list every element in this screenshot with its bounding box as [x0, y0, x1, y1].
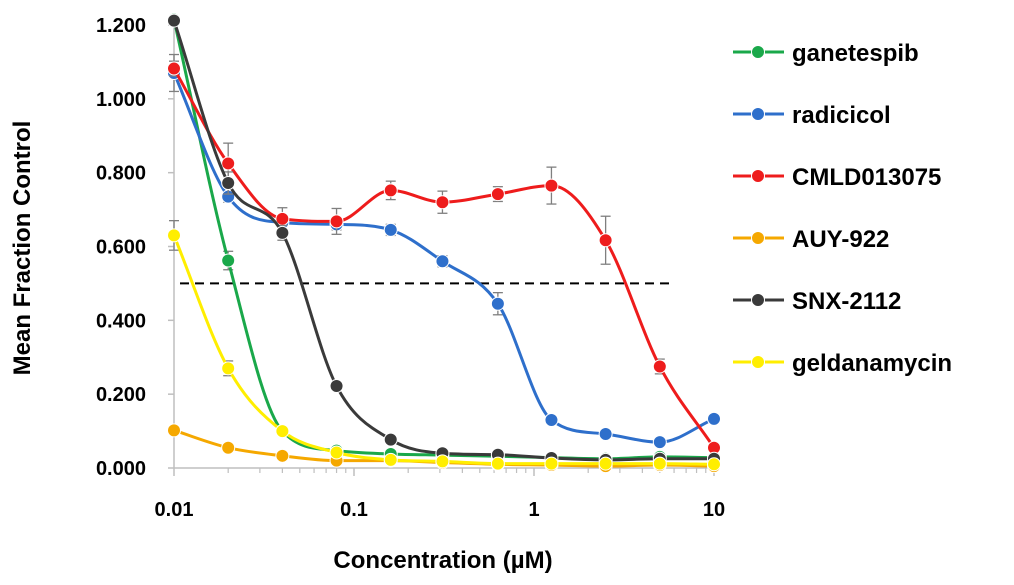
legend-item: AUY-922 — [733, 226, 889, 253]
y-tick-label: 0.200 — [96, 384, 146, 406]
data-point — [652, 359, 667, 374]
data-point — [383, 432, 398, 447]
data-point — [598, 427, 613, 442]
data-point — [221, 253, 236, 268]
y-tick-label: 1.000 — [96, 89, 146, 111]
legend-label: ganetespib — [792, 40, 919, 67]
legend-label: SNX-2112 — [792, 288, 901, 315]
y-tick-label: 1.200 — [96, 15, 146, 37]
legend: ganetespib radicicol CMLD013075 AUY-922 SNX-… — [733, 40, 952, 377]
data-point — [329, 379, 344, 394]
legend-item: radicicol — [733, 102, 891, 129]
legend-item: SNX-2112 — [733, 288, 901, 315]
data-point — [490, 296, 505, 311]
series-cmld013075 — [167, 60, 721, 455]
y-tick-label: 0.600 — [96, 237, 146, 259]
data-point — [167, 228, 181, 243]
legend-label: AUY-922 — [792, 226, 889, 253]
data-point — [707, 457, 721, 472]
data-point — [544, 178, 559, 193]
legend-item: ganetespib — [733, 40, 919, 67]
data-point — [221, 176, 236, 191]
series-line — [172, 234, 715, 466]
y-tick-label: 0.800 — [96, 163, 146, 185]
legend-item: CMLD013075 — [733, 164, 941, 191]
data-point — [652, 456, 667, 471]
x-tick-label: 0.01 — [155, 499, 194, 521]
data-point — [598, 233, 613, 248]
y-tick-label: 0.400 — [96, 310, 146, 332]
legend-marker — [751, 231, 765, 245]
x-tick-label: 0.1 — [340, 499, 368, 521]
data-point — [167, 13, 181, 28]
data-point — [544, 413, 559, 428]
data-point — [435, 454, 450, 469]
series-geldanamycin — [167, 220, 721, 472]
data-point — [544, 456, 559, 471]
data-point — [435, 254, 450, 269]
data-point — [383, 452, 398, 467]
data-point — [221, 440, 236, 455]
axes: 0.000 0.200 0.400 0.600 0.800 1.000 1.200 0.01 0… — [96, 15, 725, 521]
series-radicicol — [167, 53, 721, 450]
data-point — [167, 423, 181, 438]
x-tick-label: 10 — [703, 499, 725, 521]
legend-marker — [751, 45, 765, 59]
data-point — [435, 195, 450, 210]
data-point — [275, 424, 290, 439]
data-point — [167, 61, 181, 76]
data-point — [383, 222, 398, 237]
legend-marker — [751, 293, 765, 307]
legend-label: radicicol — [792, 102, 891, 129]
y-tick-label: 0.000 — [96, 458, 146, 480]
x-axis-title: Concentration (µM) — [333, 547, 552, 574]
x-tick-label: 1 — [528, 499, 539, 521]
y-axis-title: Mean Fraction Control — [9, 121, 36, 376]
data-point — [221, 156, 236, 171]
series-line — [172, 20, 714, 462]
plot-area — [167, 12, 721, 474]
legend-marker — [751, 107, 765, 121]
data-point — [329, 445, 344, 460]
data-point — [329, 214, 344, 229]
legend-marker — [751, 355, 765, 369]
legend-item: geldanamycin — [733, 350, 952, 377]
data-point — [490, 187, 505, 202]
legend-marker — [751, 169, 765, 183]
data-point — [221, 361, 236, 376]
data-point — [707, 411, 721, 426]
data-point — [490, 456, 505, 471]
data-point — [598, 456, 613, 471]
series-ganetespib — [167, 12, 721, 466]
series-snx-2112 — [167, 13, 721, 467]
data-point — [383, 183, 398, 198]
series-line — [172, 19, 715, 461]
legend-label: geldanamycin — [792, 350, 952, 377]
legend-label: CMLD013075 — [792, 164, 941, 191]
data-point — [275, 448, 290, 463]
data-point — [275, 225, 290, 240]
data-point — [652, 435, 667, 450]
